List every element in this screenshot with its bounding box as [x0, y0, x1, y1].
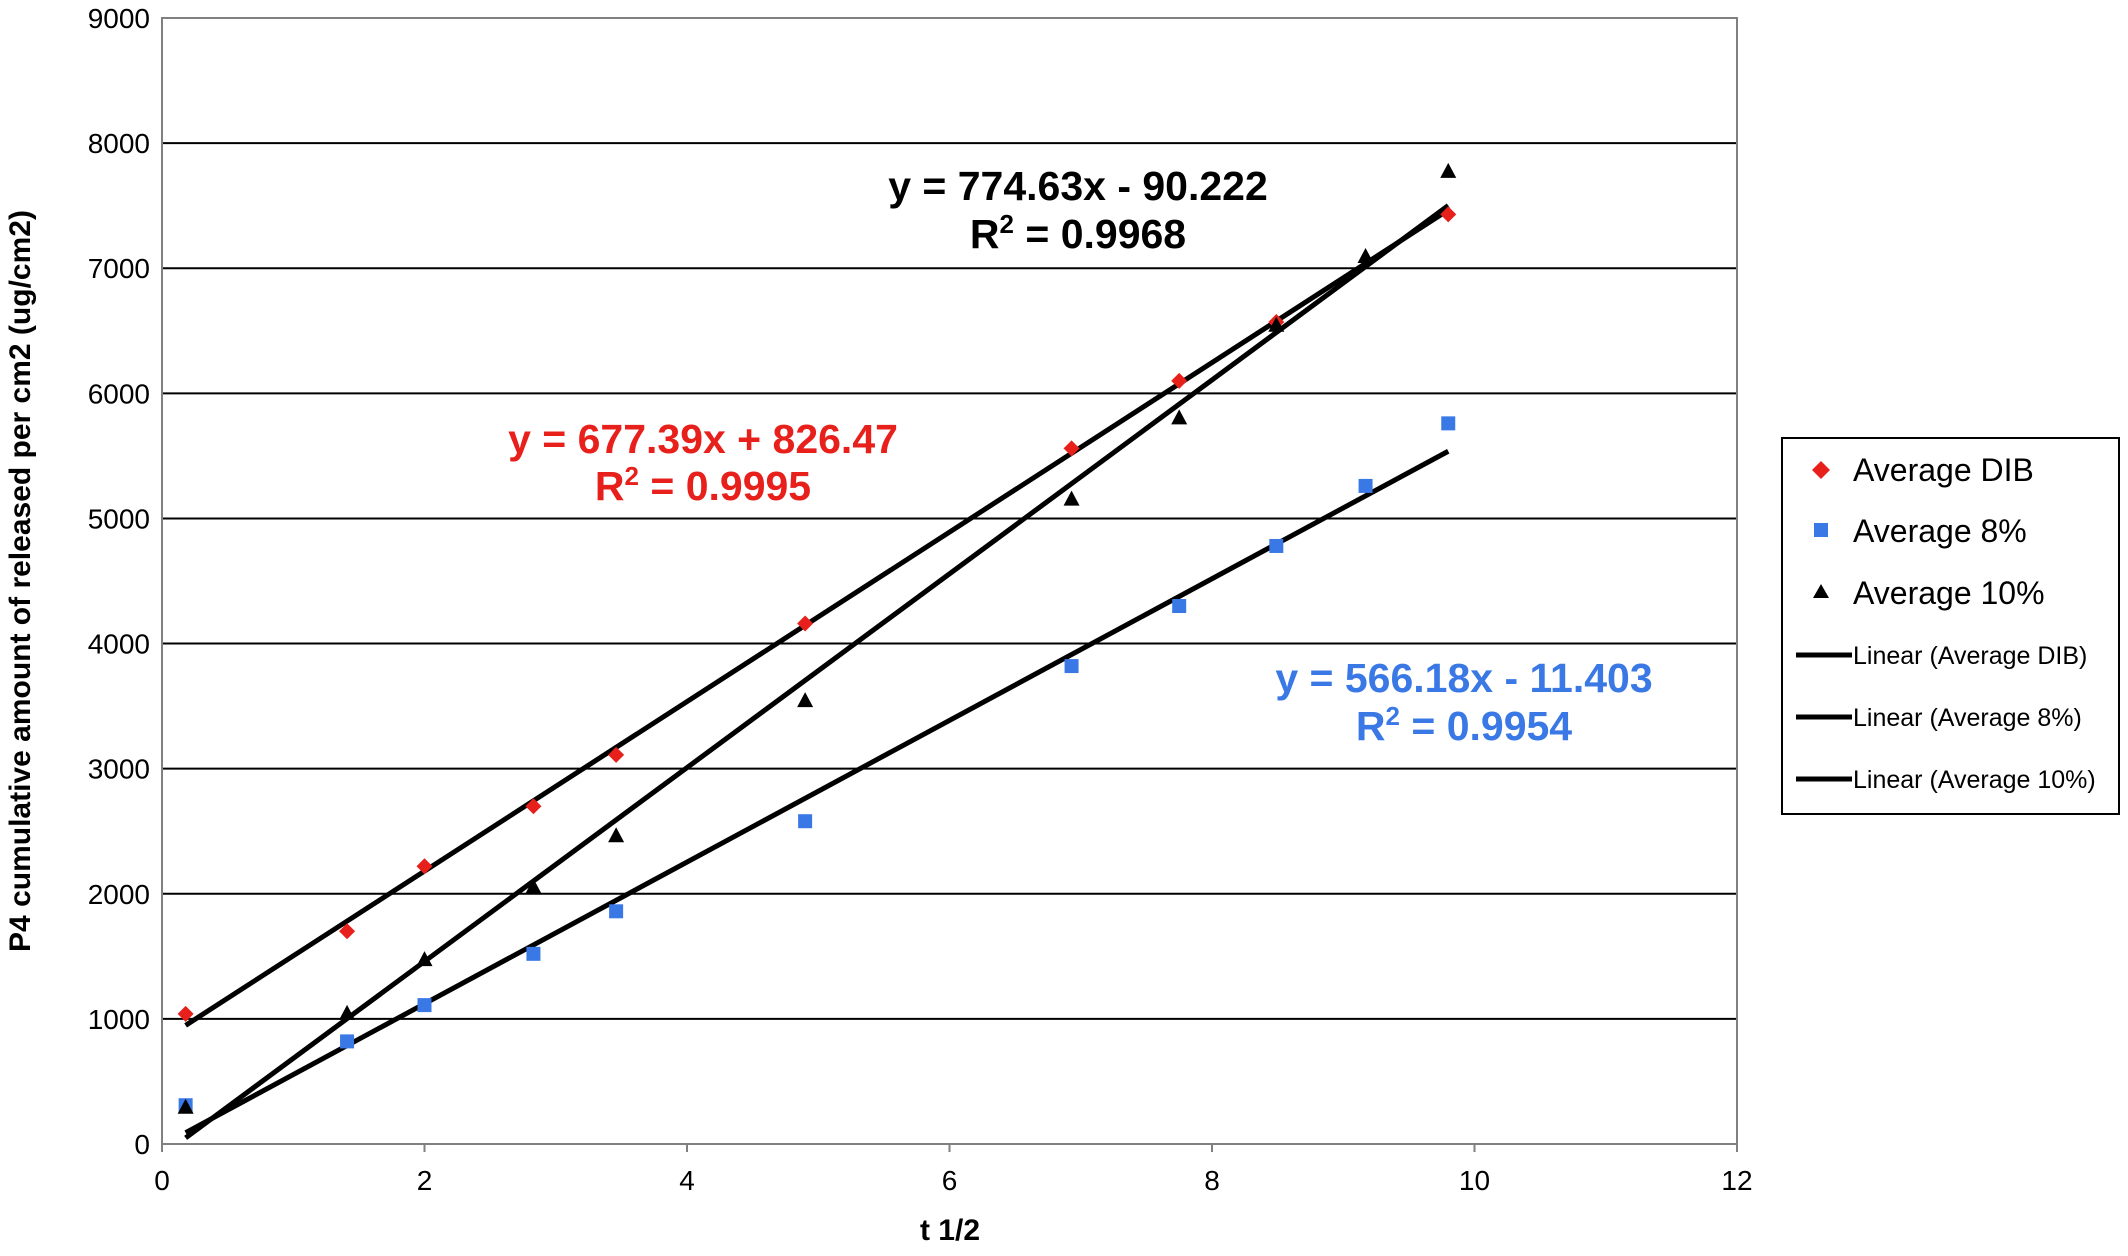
equation-label: y = 677.39x + 826.47 — [508, 416, 898, 462]
legend-entry-linear-dib: Linear (Average DIB) — [1796, 642, 2087, 670]
diamond-marker-icon — [1812, 461, 1830, 479]
trendline — [184, 203, 1450, 1140]
data-point — [1172, 599, 1187, 614]
annotation-average-8: y = 566.18x - 11.403 R2 = 0.9954 — [1275, 655, 1652, 749]
data-point — [340, 1034, 355, 1049]
x-tick-label: 6 — [942, 1165, 958, 1196]
data-point — [525, 798, 542, 815]
data-point — [797, 692, 814, 708]
r2-label: R2 = 0.9968 — [970, 209, 1186, 257]
legend-entry-average-8: Average 8% — [1814, 513, 2027, 549]
data-point — [339, 1004, 356, 1020]
data-point — [1441, 416, 1456, 431]
r2-label: R2 = 0.9995 — [595, 461, 811, 509]
y-axis-title: P4 cumulative amount of released per cm2… — [4, 210, 37, 952]
data-point — [526, 946, 541, 961]
y-tick-label: 3000 — [88, 754, 150, 785]
data-point — [1440, 206, 1457, 223]
legend-label: Average 8% — [1853, 513, 2027, 549]
data-point — [1064, 659, 1079, 674]
x-tick-label: 12 — [1721, 1165, 1752, 1196]
data-point — [609, 904, 624, 919]
y-tick-label: 1000 — [88, 1004, 150, 1035]
data-point — [608, 827, 625, 843]
legend-label: Linear (Average 8%) — [1853, 704, 2082, 732]
data-point — [1440, 162, 1457, 178]
data-point — [1269, 538, 1284, 553]
data-point — [1171, 372, 1188, 389]
data-point — [417, 998, 432, 1013]
x-tick-labels: 0 2 4 6 8 10 12 — [154, 1144, 1753, 1196]
data-point — [525, 878, 542, 894]
y-tick-label: 8000 — [88, 128, 150, 159]
legend-label: Linear (Average 10%) — [1853, 766, 2096, 794]
data-point — [797, 615, 814, 632]
data-point — [339, 923, 356, 940]
annotation-average-10: y = 774.63x - 90.222 R2 = 0.9968 — [888, 163, 1268, 257]
legend: Average DIB Average 8% Average 10% Linea… — [1781, 437, 2120, 815]
data-point — [1063, 440, 1080, 457]
x-tick-label: 10 — [1459, 1165, 1490, 1196]
equation-label: y = 566.18x - 11.403 — [1275, 655, 1652, 701]
data-point — [177, 1098, 194, 1114]
legend-entry-average-dib: Average DIB — [1812, 452, 2034, 488]
x-tick-label: 8 — [1204, 1165, 1220, 1196]
data-point — [416, 951, 433, 967]
data-point — [416, 858, 433, 875]
trendline — [184, 449, 1450, 1135]
legend-entry-average-10: Average 10% — [1813, 575, 2045, 611]
square-marker-icon — [1814, 523, 1828, 537]
legend-entry-linear-8: Linear (Average 8%) — [1796, 704, 2082, 732]
legend-label: Average 10% — [1853, 575, 2045, 611]
triangle-marker-icon — [1813, 584, 1829, 598]
data-point — [1357, 247, 1374, 263]
data-point — [1268, 316, 1285, 332]
data-point — [1063, 490, 1080, 506]
x-axis-title: t 1/2 — [920, 1214, 980, 1247]
y-tick-label: 7000 — [88, 253, 150, 284]
x-tick-label: 0 — [154, 1165, 170, 1196]
y-tick-label: 2000 — [88, 879, 150, 910]
legend-entry-linear-10: Linear (Average 10%) — [1796, 766, 2096, 794]
y-tick-label: 6000 — [88, 378, 150, 409]
y-tick-label: 0 — [134, 1129, 150, 1160]
legend-box — [1781, 437, 2120, 815]
trendline — [184, 207, 1450, 1028]
annotation-average-dib: y = 677.39x + 826.47 R2 = 0.9995 — [508, 416, 898, 509]
y-tick-label: 9000 — [88, 3, 150, 34]
data-point — [608, 746, 625, 763]
r2-label: R2 = 0.9954 — [1356, 701, 1572, 749]
data-point — [798, 814, 813, 829]
x-tick-label: 2 — [417, 1165, 433, 1196]
y-tick-label: 5000 — [88, 503, 150, 534]
data-point — [177, 1005, 194, 1022]
data-point — [1171, 409, 1188, 425]
y-tick-label: 4000 — [88, 629, 150, 660]
y-tick-labels: 0 1000 2000 3000 4000 5000 6000 7000 8000 9000 — [88, 3, 150, 1160]
data-points — [177, 162, 1457, 1114]
equation-label: y = 774.63x - 90.222 — [888, 163, 1268, 209]
x-tick-label: 4 — [679, 1165, 695, 1196]
legend-label: Linear (Average DIB) — [1853, 642, 2087, 670]
legend-label: Average DIB — [1853, 452, 2034, 488]
trendlines — [184, 203, 1450, 1140]
data-point — [1358, 478, 1373, 493]
